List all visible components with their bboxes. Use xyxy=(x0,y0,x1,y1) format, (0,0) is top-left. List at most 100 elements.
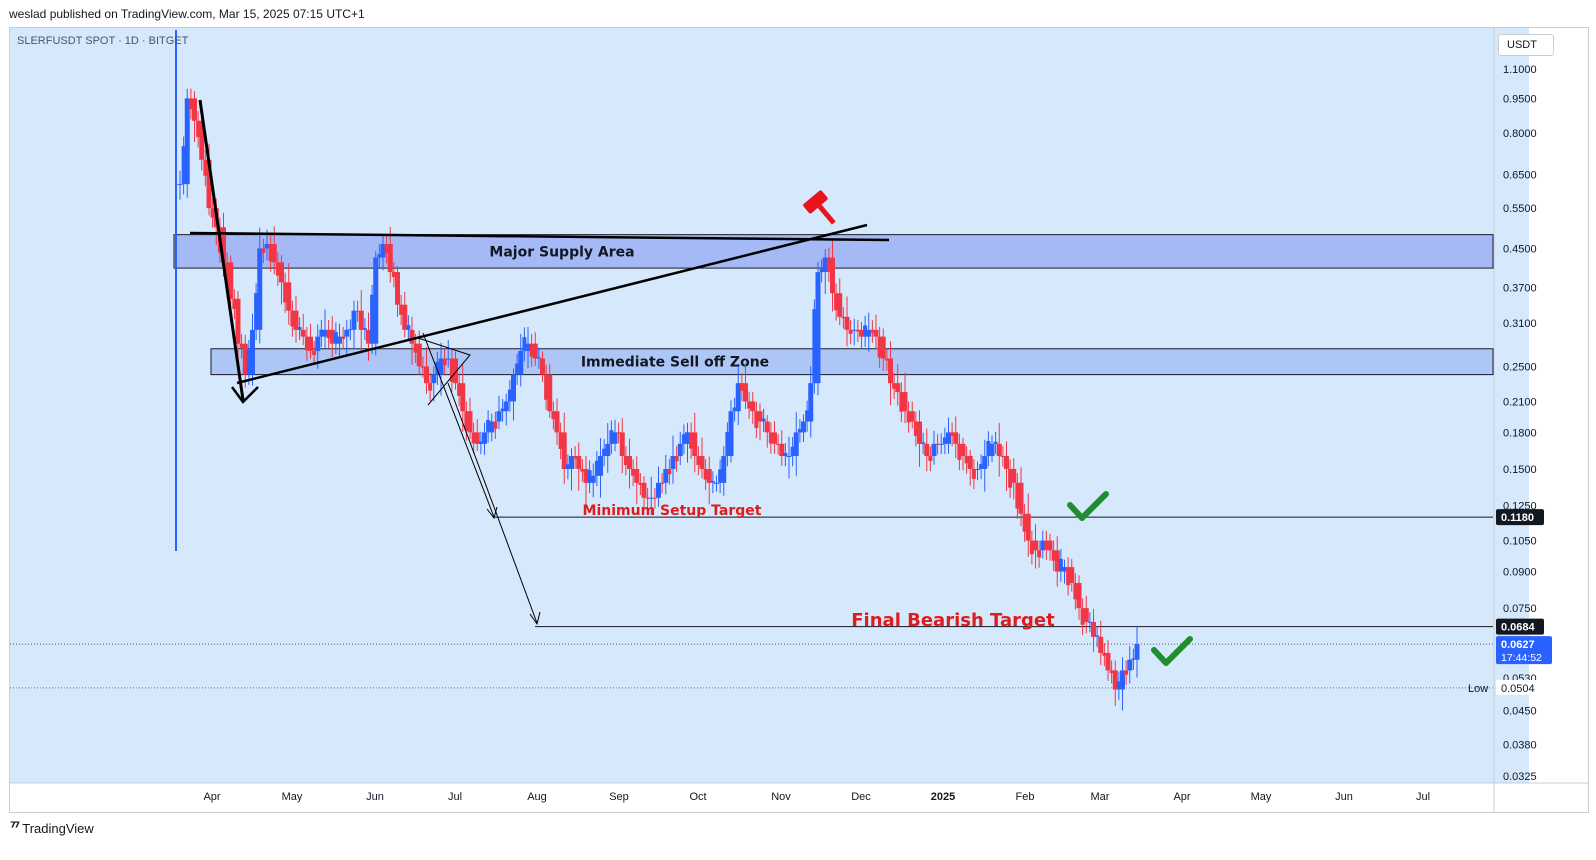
candle-body xyxy=(373,257,379,344)
candle-body xyxy=(634,468,640,483)
candle-body xyxy=(442,358,447,366)
candle-body xyxy=(703,468,708,480)
candle-body xyxy=(667,468,672,475)
time-tick-label: Aug xyxy=(527,791,547,803)
candle-body xyxy=(1073,582,1078,600)
candle-body xyxy=(341,336,346,339)
candle-body xyxy=(225,262,230,288)
publication-header: weslad published on TradingView.com, Mar… xyxy=(9,7,365,21)
price-tick-label: 0.0325 xyxy=(1503,771,1537,783)
candle-body xyxy=(957,443,962,460)
candle-body xyxy=(399,304,404,315)
candle-body xyxy=(362,328,367,330)
candle-body xyxy=(812,309,817,384)
chart-plot-area[interactable] xyxy=(10,28,1529,783)
candle-body xyxy=(1022,513,1027,532)
candle-body xyxy=(1051,550,1056,561)
candle-body xyxy=(801,421,806,433)
low-price-tag xyxy=(1496,679,1546,695)
candle-body xyxy=(380,244,386,258)
candle-body xyxy=(909,411,915,422)
candle-body xyxy=(573,456,578,459)
projection-line-1 xyxy=(422,332,495,518)
candle-body xyxy=(692,432,698,457)
candle-body xyxy=(826,257,831,272)
candle-body xyxy=(1062,567,1067,572)
price-tick-label: 0.1800 xyxy=(1503,427,1537,439)
candle-body xyxy=(1087,621,1092,623)
candle-body xyxy=(496,411,502,422)
time-tick-label: May xyxy=(282,791,303,803)
price-tick-label: 0.2500 xyxy=(1503,361,1537,373)
candle-body xyxy=(428,383,433,391)
candle-body xyxy=(793,432,799,457)
candle-body xyxy=(873,329,879,337)
candle-body xyxy=(779,443,785,457)
projection-arrow-2 xyxy=(529,611,541,626)
price-tick-label: 1.1000 xyxy=(1503,64,1537,76)
candle-body xyxy=(1018,482,1024,514)
tradingview-logo-icon: ⁷⁷ xyxy=(10,820,20,836)
price-tick-label: 0.1050 xyxy=(1503,536,1537,548)
candle-body xyxy=(558,432,563,449)
time-tick-label: Mar xyxy=(1091,791,1110,803)
candle-body xyxy=(1037,550,1042,558)
candle-body xyxy=(660,482,665,484)
time-tick-label: Apr xyxy=(203,791,220,803)
candle-body xyxy=(971,468,976,479)
price-tick-label: 0.3100 xyxy=(1503,318,1537,330)
candle-body xyxy=(358,310,364,330)
candle-body xyxy=(975,468,980,470)
candle-body xyxy=(598,456,603,476)
candle-body xyxy=(612,432,618,444)
candle-body xyxy=(714,482,719,484)
gavel-handle xyxy=(817,204,836,225)
candle-body xyxy=(551,411,556,420)
candle-body xyxy=(815,272,821,384)
candle-body xyxy=(1080,608,1085,625)
candle-body xyxy=(1029,540,1034,555)
candle-body xyxy=(206,159,212,209)
candle-body xyxy=(964,456,969,464)
time-tick-label: Jun xyxy=(366,791,384,803)
currency-button[interactable]: USDT xyxy=(1498,34,1554,56)
candle-body xyxy=(645,497,650,499)
tradingview-logo[interactable]: ⁷⁷ TradingView xyxy=(10,820,94,836)
candle-body xyxy=(199,120,205,160)
candle-body xyxy=(435,361,440,375)
candle-body xyxy=(837,293,843,317)
candle-body xyxy=(181,146,186,185)
candle-body xyxy=(391,272,396,278)
price-tick-label: 0.9500 xyxy=(1503,93,1537,105)
candle-body xyxy=(641,482,647,498)
candle-body xyxy=(580,468,585,472)
candle-body xyxy=(931,443,937,457)
candle-body xyxy=(525,343,531,351)
projection-arrow-1 xyxy=(486,506,498,520)
candle-body xyxy=(1102,652,1107,656)
candle-body xyxy=(457,383,462,396)
candle-body xyxy=(819,269,824,273)
checkmark-icon xyxy=(1067,491,1109,521)
candle-body xyxy=(953,432,959,444)
candle-body xyxy=(899,392,904,412)
candle-body xyxy=(772,432,777,444)
candle-body xyxy=(228,262,234,299)
chart-frame xyxy=(9,27,1589,813)
candle-body xyxy=(424,366,429,384)
candle-body xyxy=(478,441,483,444)
candle-body xyxy=(1083,608,1089,622)
candle-body xyxy=(569,456,574,469)
candle-body xyxy=(602,448,607,457)
candle-body xyxy=(1134,644,1140,660)
candle-body xyxy=(590,475,596,483)
candle-body xyxy=(652,497,657,499)
candle-body xyxy=(482,432,487,444)
candle-body xyxy=(718,469,723,483)
candle-body xyxy=(1044,540,1049,550)
candle-body xyxy=(805,410,810,422)
candle-body xyxy=(486,419,491,433)
current-price-tag xyxy=(1496,636,1552,665)
gavel-head xyxy=(803,190,828,214)
